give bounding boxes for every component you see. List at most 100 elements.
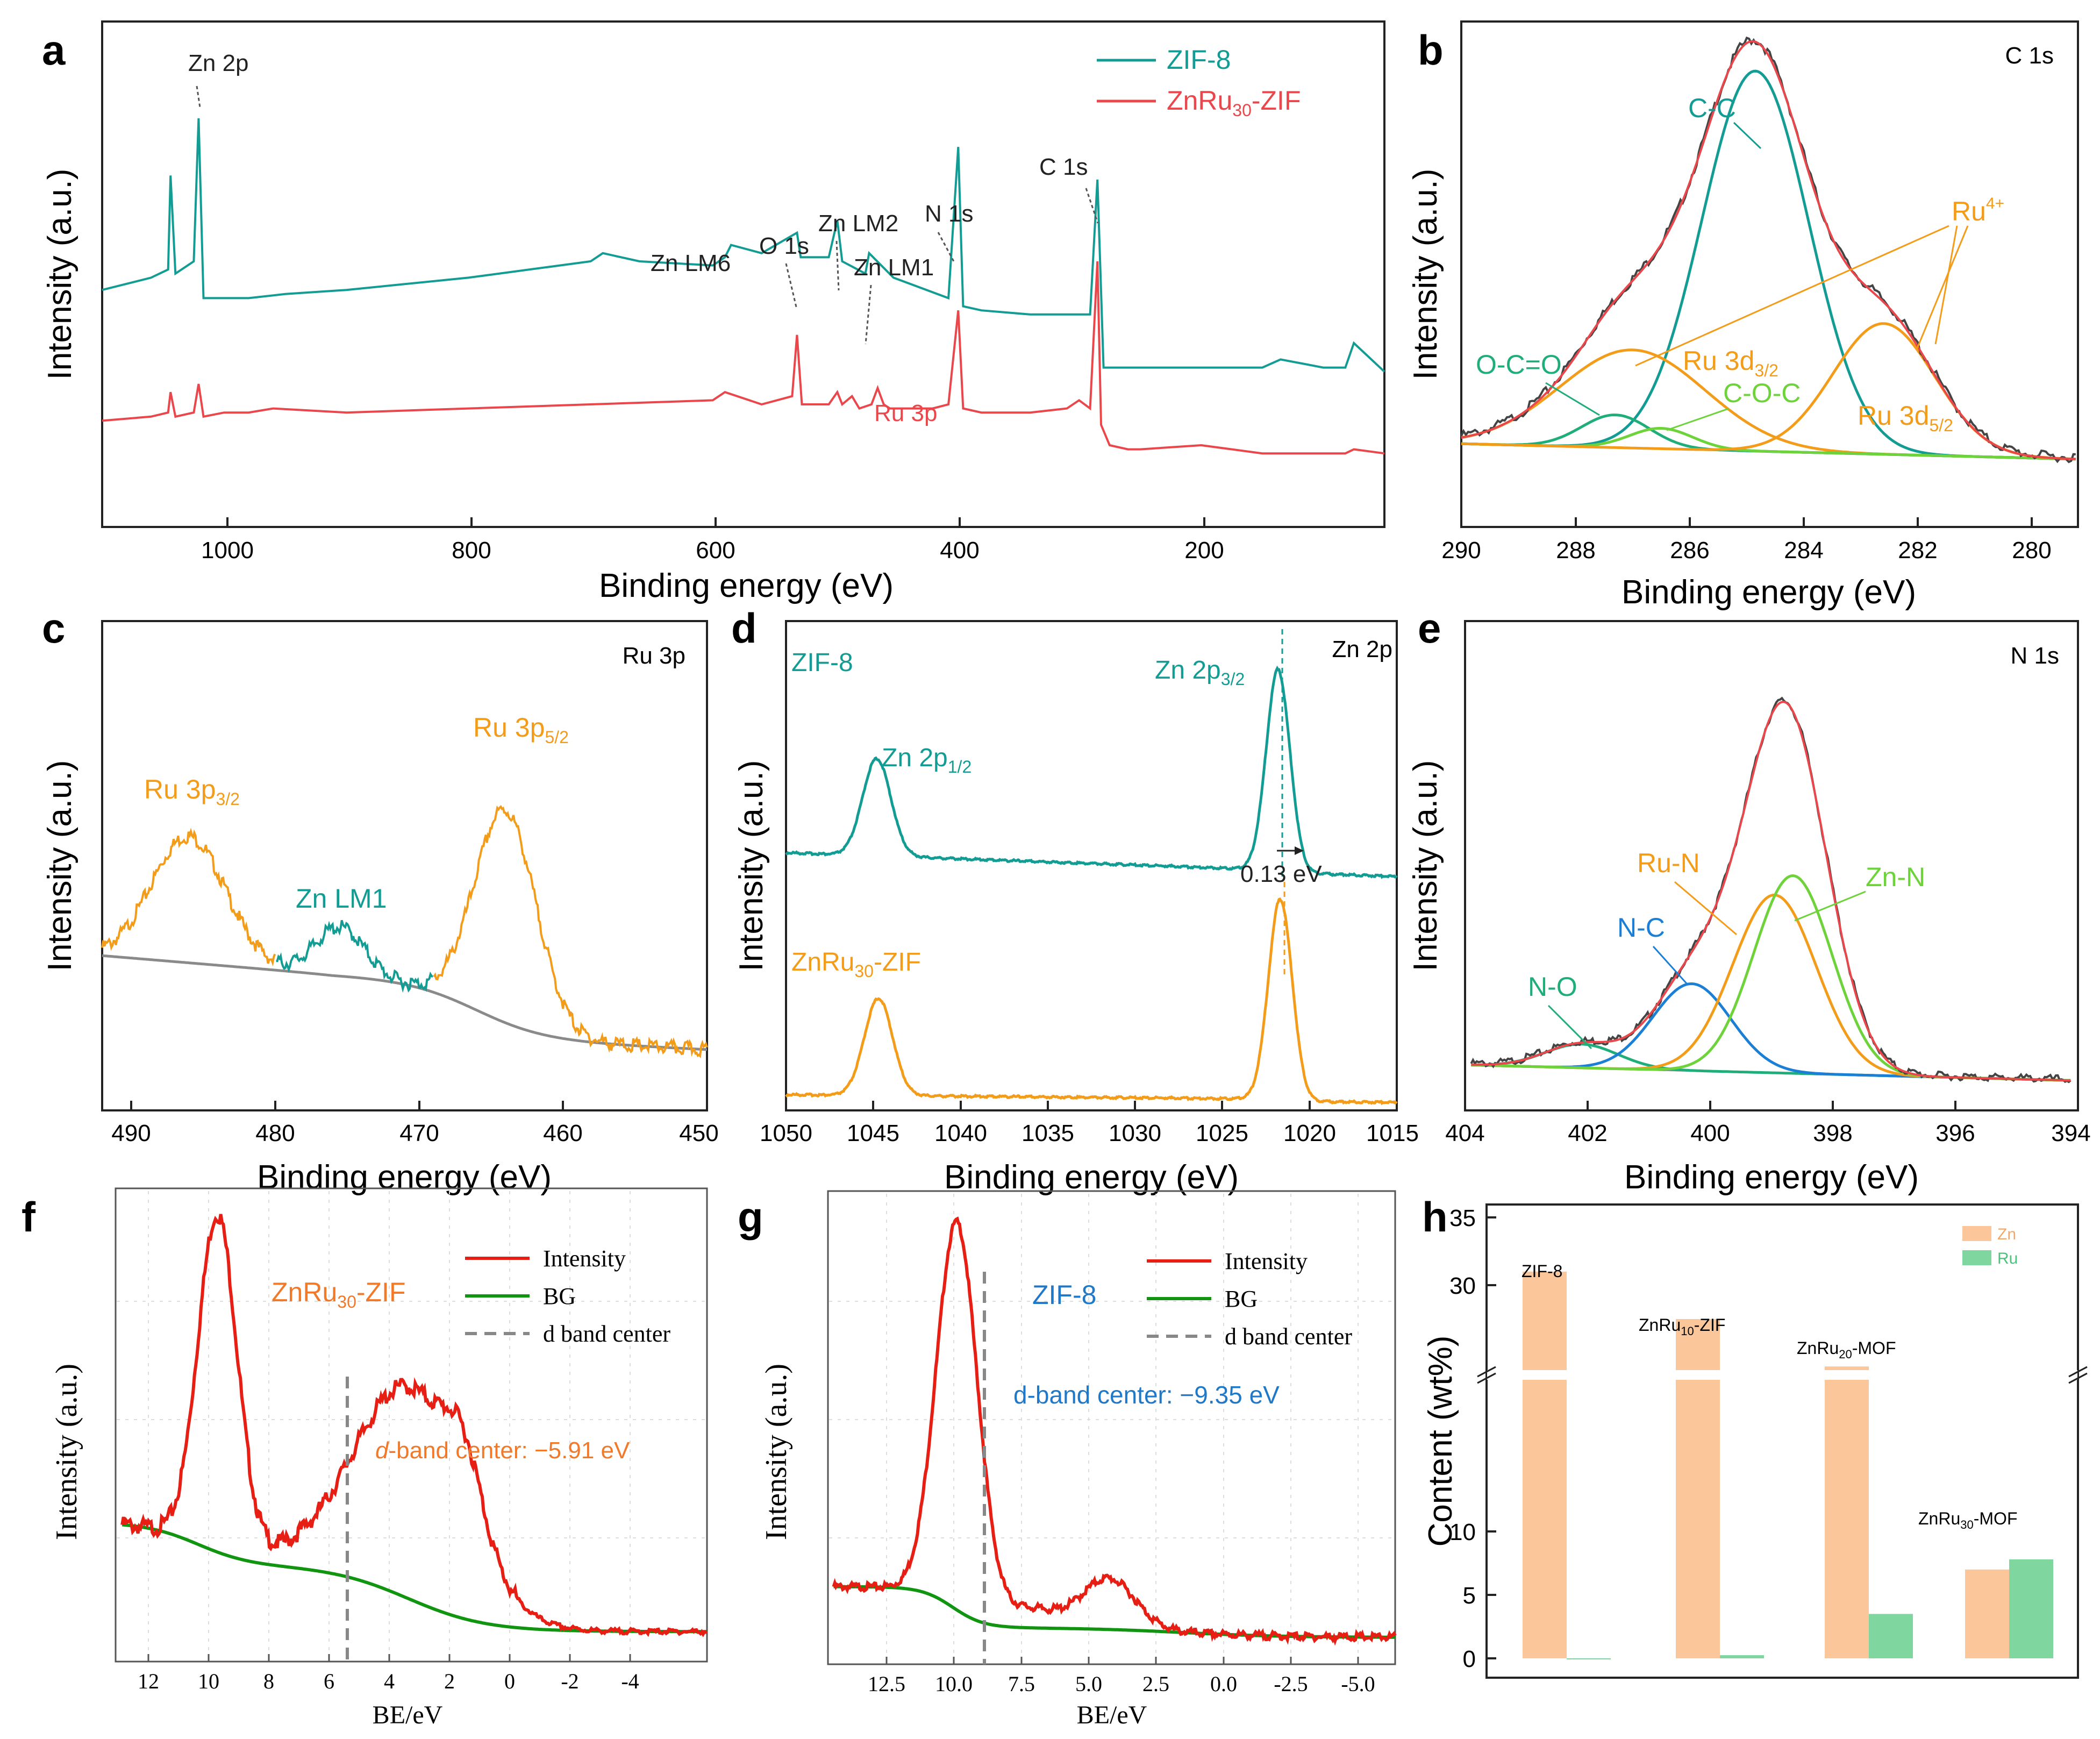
plot-frame-d (785, 620, 1398, 1111)
plot-frame-h (1485, 1203, 2079, 1679)
x-tick-label: 2.5 (1142, 1672, 1169, 1696)
x-axis-label-c: Binding energy (eV) (257, 1159, 552, 1196)
series-line-zif8 (102, 118, 1385, 373)
annotation-zn-lm1: Zn LM1 (854, 254, 934, 281)
x-tick-label: 1025 (1196, 1120, 1248, 1146)
legend-label-intensity-g: Intensity (1225, 1248, 1308, 1274)
x-tick-label: 1040 (934, 1120, 987, 1146)
x-tick-label: 8 (263, 1669, 274, 1693)
panel-label-f: f (22, 1193, 36, 1241)
y-axis-label-f: Intensity (a.u.) (50, 1364, 83, 1540)
spectrum-zn-lm1-region (276, 920, 434, 993)
x-ticks-c (130, 1101, 708, 1110)
annotation-n1s: N 1s (925, 201, 973, 227)
legend-label-zif8: ZIF-8 (1167, 45, 1231, 75)
peak-label-ru-n: Ru-N (1637, 848, 1700, 878)
x-tick-label: 600 (696, 537, 735, 564)
x-tick-label: 7.5 (1008, 1672, 1035, 1696)
peak-label-ru3p32: Ru 3p3/2 (144, 774, 240, 809)
legend-label-zn: Zn (1997, 1225, 2016, 1243)
x-tick-label: 0 (504, 1669, 515, 1693)
x-tick-label: 1045 (847, 1120, 899, 1146)
legend-label-bg-f: BG (543, 1283, 576, 1309)
legend-swatch-ru (1962, 1250, 1991, 1265)
y-axis-label-a: Intensity (a.u.) (41, 169, 78, 380)
spectrum-title-n1s: N 1s (2011, 643, 2059, 669)
x-tick-label: -2.5 (1274, 1672, 1308, 1696)
bar-zn-2 (1676, 1319, 1720, 1658)
panel-c: c Ru 3p 490 480 470 460 450 Binding ener… (41, 604, 719, 1196)
category-label-znru10-zif: ZnRu10-ZIF (1639, 1315, 1725, 1338)
x-tick-label: 5.0 (1075, 1672, 1102, 1696)
y-axis-label-d: Intensity (a.u.) (733, 760, 770, 972)
fit-envelope-b (1461, 40, 2076, 460)
axis-break-mark-right (2068, 1366, 2088, 1378)
panel-label-g: g (738, 1193, 763, 1241)
background-curve-c (102, 954, 708, 1051)
category-label-znru30-mof: ZnRu30-MOF (1918, 1509, 2017, 1531)
annotation-o1s: O 1s (759, 233, 809, 259)
x-tick-label: -4 (621, 1669, 639, 1693)
x-ticks-b (1460, 517, 2033, 527)
legend-label-ru: Ru (1997, 1250, 2018, 1267)
panel-label-b: b (1418, 26, 1444, 74)
x-tick-label: 398 (1813, 1120, 1852, 1146)
x-axis-label-d: Binding energy (eV) (944, 1159, 1239, 1196)
x-axis-label-g: BE/eV (1077, 1701, 1147, 1729)
x-tick-label: 282 (1898, 537, 1937, 564)
legend-label-bg-g: BG (1225, 1286, 1258, 1312)
x-tick-label: 400 (940, 537, 979, 564)
series-line-zif8-zn2p (785, 665, 1398, 879)
bar-zn-3 (1825, 1366, 1869, 1658)
category-label-zif8: ZIF-8 (1522, 1262, 1562, 1281)
panel-f: f 12 10 8 6 4 2 0 -2 -4 BE/eV Intensity … (22, 1187, 708, 1729)
peak-label-zn-lm1: Zn LM1 (296, 883, 387, 914)
annotation-zn-lm6: Zn LM6 (651, 250, 731, 276)
bar-ru-1 (1567, 1658, 1611, 1659)
x-tick-label: 10.0 (935, 1672, 973, 1696)
panel-label-h: h (1422, 1193, 1448, 1241)
x-tick-label: 10 (198, 1669, 219, 1693)
legend-label-intensity-f: Intensity (543, 1245, 626, 1272)
x-axis-label-f: BE/eV (373, 1701, 443, 1729)
x-tick-label: 1035 (1022, 1120, 1074, 1146)
x-tick-label: 1030 (1109, 1120, 1161, 1146)
x-tick-label: -2 (561, 1669, 578, 1693)
annotation-ru3p: Ru 3p (874, 400, 937, 426)
x-ticks-g (885, 1657, 1359, 1664)
x-tick-label: 0.0 (1210, 1672, 1237, 1696)
sample-label-f: ZnRu30-ZIF (272, 1277, 406, 1312)
peak-label-ru3d52: Ru 3d5/2 (1858, 401, 1953, 435)
d-band-center-annotation-g: d-band center: −9.35 eV (1013, 1381, 1280, 1409)
x-tick-label: 480 (255, 1120, 295, 1146)
raw-spectrum-b (1460, 36, 2076, 464)
x-tick-label: 4 (384, 1669, 395, 1693)
bar-zn-4 (1965, 1569, 2009, 1658)
grid-g (829, 1194, 1394, 1663)
y-tick-label: 0 (1463, 1646, 1476, 1672)
x-tick-label: 6 (324, 1669, 334, 1693)
panel-a: a 1000 800 600 400 200 Binding energy (e… (41, 20, 1385, 604)
panel-label-d: d (731, 604, 757, 652)
x-tick-label: 280 (2012, 537, 2051, 564)
x-tick-label: 800 (452, 537, 491, 564)
x-ticks-d (785, 1101, 1398, 1110)
x-tick-label: 290 (1441, 537, 1481, 564)
y-axis-label-c: Intensity (a.u.) (41, 760, 78, 972)
peak-label-o-c-o: O-C=O (1476, 350, 1562, 380)
spectrum-title-ru3p: Ru 3p (623, 643, 685, 669)
panel-h: h 35 30 10 5 0 Content (wt%) Zn Ru ZIF-8… (1422, 1193, 2088, 1679)
spectrum-ru3p32-region (101, 828, 276, 967)
y-axis-label-g: Intensity (a.u.) (760, 1364, 793, 1540)
x-ticks-f (147, 1654, 631, 1662)
x-tick-label: 450 (679, 1120, 718, 1146)
x-tick-label: 1015 (1366, 1120, 1419, 1146)
x-tick-label: 490 (111, 1120, 151, 1146)
axis-break-mark-left (1477, 1366, 1496, 1378)
x-tick-label: 394 (2051, 1120, 2090, 1146)
panel-label-e: e (1418, 604, 1441, 652)
legend-label-dband-g: d band center (1225, 1323, 1352, 1350)
x-tick-label: 404 (1445, 1120, 1484, 1146)
raw-spectrum-e (1470, 696, 2072, 1084)
